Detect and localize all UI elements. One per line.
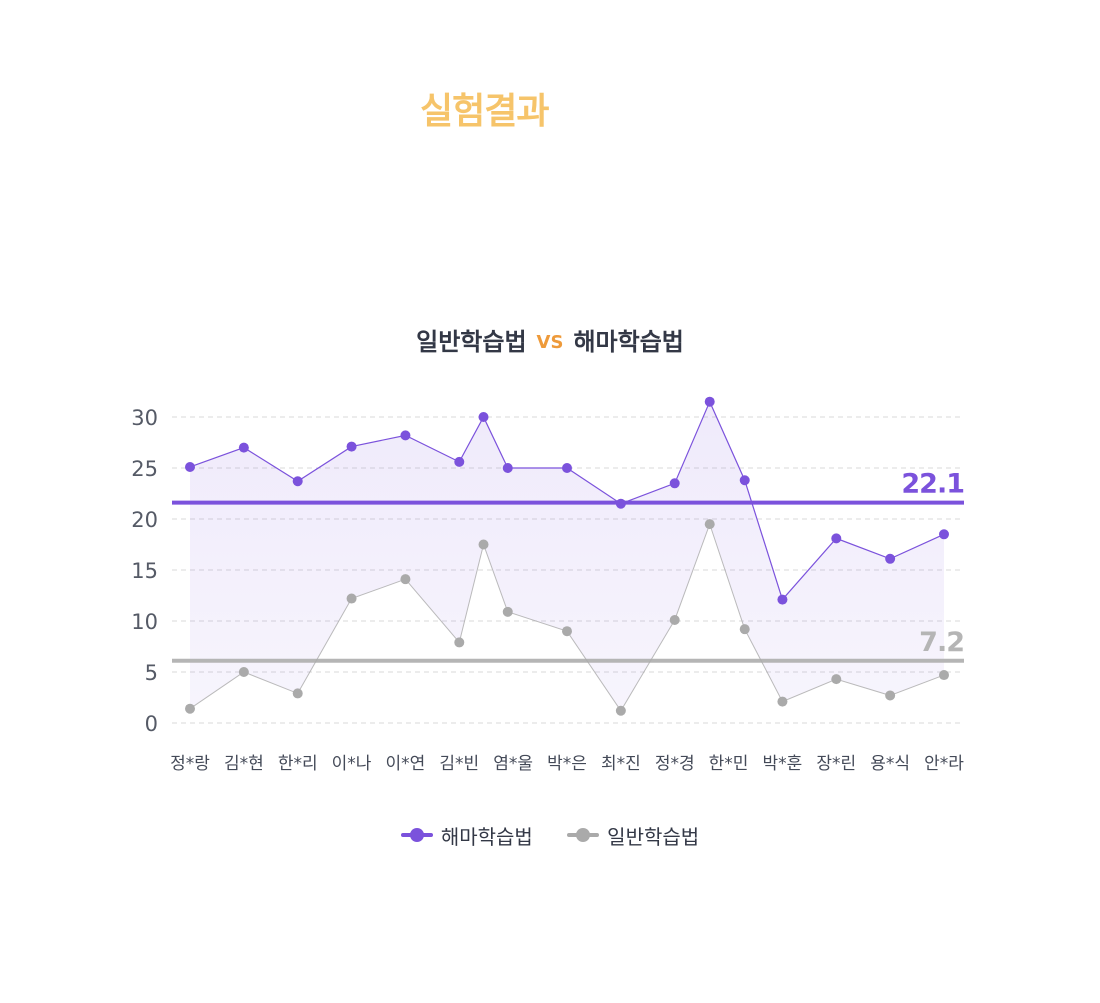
x-tick-label: 안*라 — [924, 754, 964, 774]
x-tick-label: 김*현 — [224, 754, 264, 774]
average-label-haema: 22.1 — [901, 469, 964, 500]
average-label-general: 7.2 — [919, 627, 964, 658]
y-tick-label: 20 — [131, 508, 158, 532]
data-point-general — [615, 705, 626, 716]
y-tick-label: 5 — [145, 661, 158, 685]
x-tick-label: 이*나 — [332, 754, 372, 774]
legend-swatch-general — [567, 828, 600, 842]
data-point-haema — [885, 553, 896, 564]
chart-title-right: 해마학습법 — [573, 328, 684, 356]
x-tick-label: 정*랑 — [170, 754, 210, 774]
x-tick-label: 용*식 — [870, 754, 910, 774]
x-tick-label: 한*리 — [278, 754, 318, 774]
x-tick-label: 이*연 — [386, 754, 426, 774]
legend-item-general[interactable]: 일반학습법 — [567, 821, 699, 850]
y-tick-label: 10 — [131, 610, 158, 634]
legend-label-haema: 해마학습법 — [440, 824, 533, 849]
data-point-haema — [454, 456, 465, 467]
data-point-general — [885, 690, 896, 701]
average-layer — [172, 500, 964, 663]
data-point-haema — [478, 412, 489, 422]
page-title: 실험결과 — [420, 91, 549, 132]
data-point-haema — [502, 463, 513, 473]
data-point-general — [502, 606, 513, 617]
x-tick-label: 박*은 — [547, 754, 587, 774]
data-point-haema — [400, 430, 411, 441]
x-tick-label: 최*진 — [601, 754, 641, 774]
label-layer: 0 5 10 15 20 25 30 정*랑 김*현 한*리 이*나 이*연 김*빈 염*울 박*은 최*진 정… — [131, 406, 965, 774]
data-point-general — [454, 637, 465, 648]
data-point-general — [238, 667, 249, 677]
data-point-general — [346, 593, 357, 604]
chart-title-left: 일반학습법 — [416, 328, 527, 356]
data-point-general — [831, 674, 842, 685]
area-layer — [190, 401, 944, 711]
x-tick-label: 정*경 — [655, 754, 695, 774]
data-point-general — [478, 539, 489, 550]
data-point-haema — [238, 442, 249, 453]
data-point-general — [669, 614, 680, 625]
data-point-haema — [346, 441, 357, 452]
data-point-general — [292, 688, 303, 699]
data-point-general — [400, 574, 411, 585]
data-point-haema — [615, 498, 626, 509]
x-tick-label: 박*훈 — [763, 754, 803, 774]
legend-swatch-haema — [400, 828, 433, 842]
data-point-general — [739, 624, 750, 635]
data-point-general — [704, 519, 715, 530]
x-tick-label: 장*린 — [816, 754, 856, 774]
data-point-haema — [939, 529, 949, 540]
data-point-general — [562, 626, 572, 637]
chart-title: 일반학습법 VS 해마학습법 — [0, 322, 1100, 357]
x-tick-label: 한*민 — [709, 754, 749, 774]
x-tick-label: 염*울 — [493, 754, 533, 774]
data-point-haema — [669, 478, 680, 489]
series-gap-area — [190, 401, 944, 711]
data-point-haema — [777, 594, 788, 605]
data-point-haema — [704, 396, 715, 407]
y-tick-label: 30 — [131, 406, 158, 430]
data-point-haema — [562, 463, 572, 473]
y-tick-label: 15 — [131, 559, 158, 583]
data-point-general — [939, 670, 949, 681]
y-tick-label: 25 — [131, 457, 158, 481]
legend: 해마학습법 일반학습법 — [0, 818, 1100, 850]
legend-label-general: 일반학습법 — [607, 824, 700, 849]
point-layer — [185, 396, 949, 716]
data-point-general — [185, 703, 195, 714]
data-point-haema — [185, 461, 195, 472]
data-point-general — [777, 696, 788, 707]
chart-title-vs: VS — [536, 332, 564, 353]
y-tick-label: 0 — [145, 712, 158, 736]
data-point-haema — [831, 533, 842, 544]
x-tick-label: 김*빈 — [439, 754, 479, 774]
data-point-haema — [739, 475, 750, 486]
data-point-haema — [292, 476, 303, 487]
legend-item-haema[interactable]: 해마학습법 — [400, 821, 533, 850]
